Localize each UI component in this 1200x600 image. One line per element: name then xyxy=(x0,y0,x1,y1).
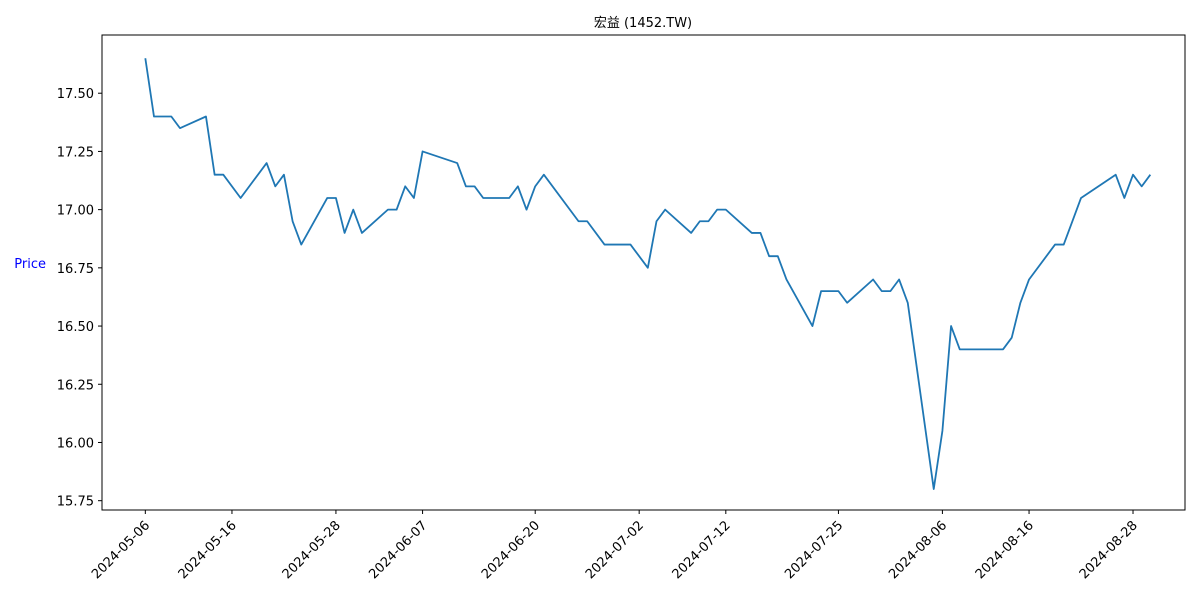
x-tick-label: 2024-05-06 xyxy=(89,518,153,582)
x-tick-label: 2024-07-02 xyxy=(583,518,647,582)
y-tick-label: 16.25 xyxy=(57,378,94,393)
y-tick-label: 17.00 xyxy=(57,204,94,219)
x-axis: 2024-05-06 2024-05-16 2024-05-28 2024-06-07… xyxy=(89,510,1141,582)
x-tick-label: 2024-08-06 xyxy=(886,518,950,582)
y-axis: 15.75 16.00 16.25 16.50 16.75 17.00 17.25 17.50 xyxy=(57,87,102,510)
y-tick-label: 16.00 xyxy=(57,436,94,451)
plot-frame xyxy=(101,34,1186,511)
chart-title: 宏益 (1452.TW) xyxy=(594,16,692,31)
price-series-line xyxy=(144,58,1152,490)
y-tick-label: 16.75 xyxy=(57,262,94,277)
x-tick-label: 2024-08-28 xyxy=(1077,518,1141,582)
x-tick-label: 2024-07-12 xyxy=(670,518,734,582)
x-tick-label: 2024-05-16 xyxy=(176,518,240,582)
y-axis-label: Price xyxy=(14,257,46,272)
y-tick-label: 17.25 xyxy=(57,145,94,160)
x-tick-label: 2024-06-20 xyxy=(479,518,543,582)
y-tick-label: 16.50 xyxy=(57,320,94,335)
x-tick-label: 2024-05-28 xyxy=(280,518,344,582)
x-tick-label: 2024-06-07 xyxy=(366,518,430,582)
x-tick-label: 2024-07-25 xyxy=(782,518,846,582)
y-tick-label: 15.75 xyxy=(57,495,94,510)
x-tick-label: 2024-08-16 xyxy=(973,518,1037,582)
y-tick-label: 17.50 xyxy=(57,87,94,102)
